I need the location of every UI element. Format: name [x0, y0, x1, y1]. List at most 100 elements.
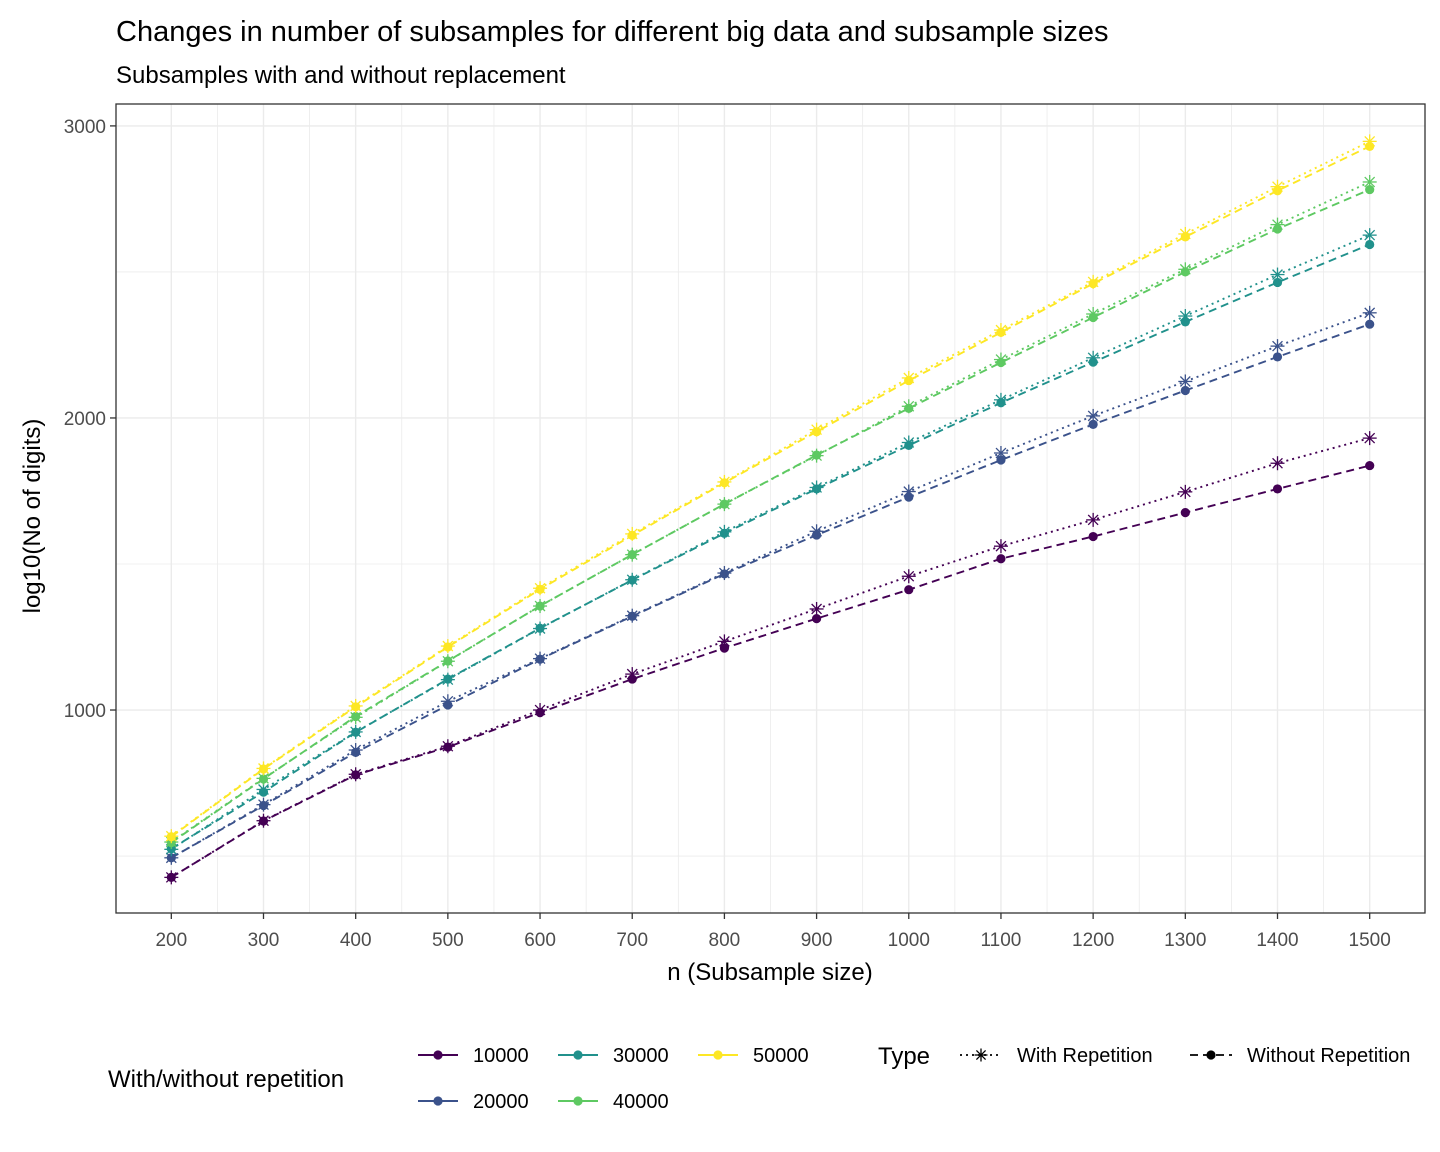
- data-point-asterisk: [1086, 306, 1101, 321]
- legend-type-label: Without Repetition: [1247, 1045, 1410, 1067]
- legend-key-point: [713, 1050, 723, 1060]
- data-point-asterisk: [1086, 274, 1101, 289]
- data-point-asterisk: [717, 566, 732, 581]
- data-point-asterisk: [440, 654, 455, 669]
- series-40000-with-repetition: [164, 174, 1377, 850]
- legend-type-without-repetition: Without Repetition: [1190, 1045, 1410, 1067]
- data-point-asterisk: [625, 608, 640, 623]
- legend-item-label: 10000: [473, 1045, 529, 1067]
- series-30000-with-repetition: [164, 228, 1377, 857]
- x-tick-label: 1400: [1256, 930, 1298, 951]
- x-tick-label: 500: [432, 930, 464, 951]
- data-point-asterisk: [440, 694, 455, 709]
- data-point-asterisk: [1178, 309, 1193, 324]
- data-point-asterisk: [717, 634, 732, 649]
- data-point-circle: [1088, 419, 1098, 429]
- data-point-asterisk: [533, 581, 548, 596]
- data-point-circle: [996, 554, 1006, 564]
- data-point-asterisk: [256, 797, 271, 812]
- data-point-asterisk: [993, 352, 1008, 367]
- legend-item-50000: 50000: [698, 1045, 809, 1067]
- y-tick-label: 3000: [64, 117, 106, 138]
- data-point-asterisk: [625, 572, 640, 587]
- legend-item-20000: 20000: [418, 1091, 529, 1113]
- data-point-asterisk: [1362, 305, 1377, 320]
- data-point-asterisk: [533, 703, 548, 718]
- series-line: [170, 464, 1370, 879]
- x-tick-label: 1300: [1164, 930, 1206, 951]
- series-line: [170, 311, 1371, 859]
- data-point-asterisk: [1270, 217, 1285, 232]
- x-tick-label: 700: [616, 930, 648, 951]
- data-point-asterisk: [809, 448, 824, 463]
- data-point-asterisk: [1270, 179, 1285, 194]
- data-point-asterisk: [993, 446, 1008, 461]
- x-tick-label: 1100: [981, 930, 1022, 951]
- plot-panel-border: [115, 103, 1426, 914]
- data-point-asterisk: [256, 813, 271, 828]
- legend-color-items: 10000 20000 30000 40000 50000: [418, 1045, 809, 1113]
- legend-type-key-asterisk: [974, 1048, 988, 1062]
- data-point-asterisk: [901, 484, 916, 499]
- x-tick-label: 800: [709, 930, 741, 951]
- data-point-asterisk: [1362, 174, 1377, 189]
- data-point-asterisk: [625, 667, 640, 682]
- series-20000-with-repetition: [164, 305, 1377, 865]
- data-point-asterisk: [1362, 228, 1377, 243]
- data-point-asterisk: [256, 761, 271, 776]
- data-point-circle: [1180, 385, 1190, 396]
- legend-item-label: 20000: [473, 1091, 529, 1113]
- data-point-asterisk: [1362, 134, 1377, 149]
- data-point-asterisk: [440, 672, 455, 687]
- data-point-circle: [1365, 184, 1375, 195]
- legend-item-10000: 10000: [418, 1045, 529, 1067]
- data-point-circle: [1272, 277, 1283, 288]
- data-point-asterisk: [1178, 226, 1193, 241]
- data-point-asterisk: [809, 480, 824, 495]
- series-layer: [164, 134, 1377, 885]
- x-tick-label: 1000: [888, 930, 930, 951]
- legend-item-40000: 40000: [558, 1091, 669, 1113]
- legend-type-label: With Repetition: [1017, 1045, 1153, 1067]
- data-point-circle: [1272, 484, 1283, 494]
- data-point-asterisk: [1270, 456, 1285, 471]
- data-point-asterisk: [901, 370, 916, 385]
- x-tick-label: 1500: [1349, 930, 1391, 951]
- legend-item-label: 50000: [753, 1045, 809, 1067]
- data-point-asterisk: [348, 743, 363, 758]
- legend: With/without repetition 10000 20000 30000 4…: [108, 1043, 1410, 1113]
- data-point-asterisk: [809, 422, 824, 437]
- series-10000-with-repetition: [164, 431, 1377, 885]
- data-point-asterisk: [1178, 484, 1193, 499]
- data-point-asterisk: [1362, 431, 1377, 446]
- data-point-circle: [1365, 239, 1375, 250]
- y-axis: 1000 2000 3000: [64, 117, 116, 722]
- data-point-circle: [904, 585, 914, 595]
- x-tick-label: 1200: [1072, 930, 1114, 951]
- legend-type-with-repetition: With Repetition: [960, 1045, 1153, 1067]
- data-point-asterisk: [1086, 408, 1101, 423]
- legend-key-point: [433, 1096, 443, 1106]
- x-tick-label: 600: [524, 930, 556, 951]
- data-point-asterisk: [809, 601, 824, 616]
- data-point-asterisk: [625, 526, 640, 541]
- data-point-asterisk: [717, 497, 732, 512]
- data-point-asterisk: [440, 739, 455, 754]
- data-point-circle: [996, 455, 1006, 465]
- x-tick-label: 200: [155, 930, 187, 951]
- data-point-asterisk: [348, 698, 363, 713]
- data-point-asterisk: [717, 524, 732, 539]
- data-point-asterisk: [1178, 262, 1193, 277]
- data-point-circle: [1365, 319, 1375, 329]
- data-point-circle: [1180, 507, 1190, 518]
- x-tick-label: 900: [801, 930, 833, 951]
- data-point-asterisk: [901, 569, 916, 584]
- data-point-asterisk: [901, 399, 916, 414]
- data-point-asterisk: [164, 870, 179, 885]
- legend-key-point: [573, 1096, 583, 1106]
- minor-gridlines: [116, 104, 1425, 913]
- data-point-circle: [1272, 352, 1283, 362]
- x-tick-label: 300: [248, 930, 280, 951]
- legend-type-items: With Repetition Without Repetition: [960, 1045, 1410, 1067]
- series-line: [170, 181, 1371, 843]
